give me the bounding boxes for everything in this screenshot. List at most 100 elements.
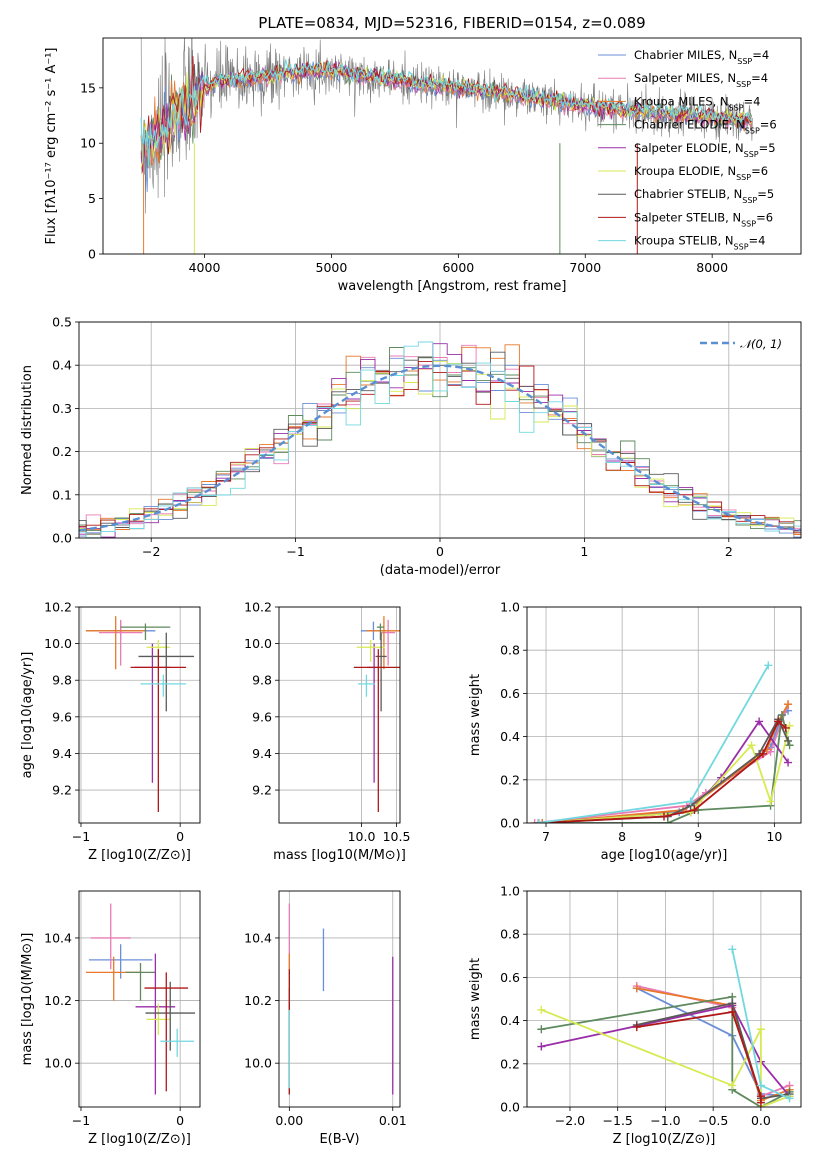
y-tick-label: 9.4: [252, 746, 272, 761]
legend-suffix: =6: [756, 210, 773, 224]
y-tick-label: 9.4: [52, 746, 72, 761]
plot-area: [288, 903, 394, 1095]
mass-weight-marker: [756, 1098, 765, 1107]
y-tick-label: 9.6: [252, 709, 272, 724]
y-tick-label: 10.0: [244, 1056, 272, 1071]
mass-weight-line: [538, 664, 770, 823]
y-tick-label: 5: [88, 191, 96, 206]
y-tick-label: 0: [88, 247, 96, 262]
legend-name: Salpeter ELODIE, N: [634, 141, 744, 155]
mass-weight-line: [538, 714, 791, 823]
y-tick-label: 10.2: [244, 993, 272, 1008]
mass-weight-line: [538, 720, 787, 823]
x-tick-label: 7: [542, 829, 550, 844]
legend-label: Kroupa STELIB, NSSP=4: [634, 234, 765, 252]
x-tick-label: −2.0: [555, 1113, 585, 1128]
gaussian-reference-curve: [79, 364, 801, 532]
y-tick-label: 1.0: [500, 884, 520, 899]
y-tick-label: 0.2: [500, 1056, 520, 1071]
y-tick-label: 10.2: [44, 993, 72, 1008]
panel-mass-vs-Z: −1 0 10.0 10.2 10.4 Z [log10(Z/Z⊙)] mass [log1…: [20, 890, 201, 1147]
legend-suffix: =4: [744, 94, 761, 108]
legend-subscript: SSP: [736, 80, 751, 89]
axes-frame: [278, 606, 401, 824]
mass-weight-marker: [538, 819, 547, 823]
legend-subscript: SSP: [741, 219, 756, 228]
legend-suffix: =6: [751, 164, 768, 178]
panel-residuals: −2 −1 0 1 2 0.0 0.1 0.2 0.3 0.4 0.5 (data-model)/er…: [20, 315, 802, 578]
legend-suffix: =5: [757, 187, 774, 201]
mass-weight-marker: [728, 1007, 737, 1016]
y-tick-label: 9.8: [252, 673, 272, 688]
y-axis-label: Flux [fλ10⁻¹⁷ erg cm⁻² s⁻¹ A⁻¹]: [44, 48, 59, 245]
mass-weight-marker: [764, 661, 773, 670]
plot-area: [85, 903, 196, 1095]
y-tick-label: 0.8: [500, 643, 520, 658]
x-axis-label: Z [log10(Z/Z⊙)]: [88, 848, 191, 863]
axes-frame: [78, 890, 201, 1108]
panel-mass-weight-vs-age: 7 8 9 10 0.0 0.2 0.4 0.6 0.8 1.0 age [log10(age/yr…: [468, 600, 802, 863]
plot-area: [530, 661, 794, 823]
chart-title: PLATE=0834, MJD=52316, FIBERID=0154, z=0…: [258, 14, 645, 32]
axes-frame: [78, 321, 802, 539]
x-tick-label: 10.0: [348, 829, 376, 844]
legend-name: Kroupa MILES, N: [634, 94, 729, 108]
x-tick-label: 0.0: [751, 1113, 771, 1128]
y-tick-label: 0.4: [500, 1013, 520, 1028]
mass-weight-marker: [766, 797, 775, 806]
y-tick-label: 15: [80, 80, 96, 95]
legend-subscript: SSP: [745, 126, 760, 135]
spectrum-model-line: [140, 61, 753, 172]
axes-frame: [526, 890, 802, 1108]
y-tick-label: 9.8: [52, 673, 72, 688]
x-tick-label: 9: [694, 829, 702, 844]
mass-weight-marker: [755, 717, 764, 726]
plot-area: [85, 616, 195, 813]
plot-area: [79, 341, 801, 538]
mass-weight-marker: [530, 819, 539, 823]
y-tick-label: 1.0: [500, 600, 520, 615]
mass-weight-marker: [758, 749, 767, 758]
legend-label: Salpeter MILES, NSSP=4: [634, 71, 768, 89]
y-tick-label: 10.2: [44, 600, 72, 615]
legend-suffix: =6: [760, 118, 777, 132]
x-tick-label: 10: [766, 829, 782, 844]
y-tick-label: 10: [80, 136, 96, 151]
x-tick-label: −1: [72, 1113, 90, 1128]
x-tick-label: 8000: [696, 260, 728, 275]
legend-label: Kroupa MILES, NSSP=4: [634, 94, 760, 112]
x-tick-label: 8: [618, 829, 626, 844]
axes-frame: [102, 37, 802, 255]
mass-weight-line: [542, 703, 789, 823]
mass-weight-marker: [774, 717, 783, 726]
mass-weight-marker: [784, 736, 793, 745]
x-axis-label: Z [log10(Z/Z⊙)]: [613, 1132, 716, 1147]
x-axis-label: Z [log10(Z/Z⊙)]: [88, 1132, 191, 1147]
y-tick-label: 0.0: [52, 531, 72, 546]
mass-weight-line: [636, 1002, 790, 1100]
mass-weight-marker: [632, 1023, 641, 1032]
mass-weight-marker: [781, 723, 790, 732]
y-tick-label: 0.8: [500, 927, 520, 942]
legend-label: Chabrier STELIB, NSSP=5: [634, 187, 774, 205]
mass-weight-marker: [537, 1042, 546, 1051]
plot-area: [353, 616, 400, 813]
mass-weight-marker: [728, 999, 737, 1008]
legend-label: Kroupa ELODIE, NSSP=6: [634, 164, 768, 182]
y-tick-label: 10.2: [244, 600, 272, 615]
y-axis-label: age [log10(age/yr)]: [20, 652, 35, 779]
y-tick-label: 0.3: [52, 401, 72, 416]
y-tick-label: 0.5: [52, 315, 72, 330]
y-axis-label: mass weight: [468, 958, 483, 1040]
y-axis-label: mass [log10(M/M⊙)]: [20, 933, 35, 1066]
panel-age-vs-mass: 10.0 10.5 9.2 9.4 9.6 9.8 10.0 10.2 mass [log10(…: [244, 600, 410, 864]
legend-label: Salpeter STELIB, NSSP=6: [634, 210, 773, 228]
panel-mass-weight-vs-Z: −2.0 −1.5 −1.0 −0.5 0.0 0.0 0.2 0.4 0.6 0.8 1.0 Z […: [468, 884, 802, 1147]
legend-name: Chabrier STELIB, N: [634, 187, 742, 201]
legend-name: Kroupa STELIB, N: [634, 234, 734, 248]
mass-weight-marker: [686, 797, 695, 806]
legend-label: Chabrier MILES, NSSP=4: [634, 48, 769, 66]
legend-subscript: SSP: [737, 57, 752, 66]
y-tick-label: 9.2: [52, 783, 72, 798]
y-tick-label: 0.2: [500, 772, 520, 787]
